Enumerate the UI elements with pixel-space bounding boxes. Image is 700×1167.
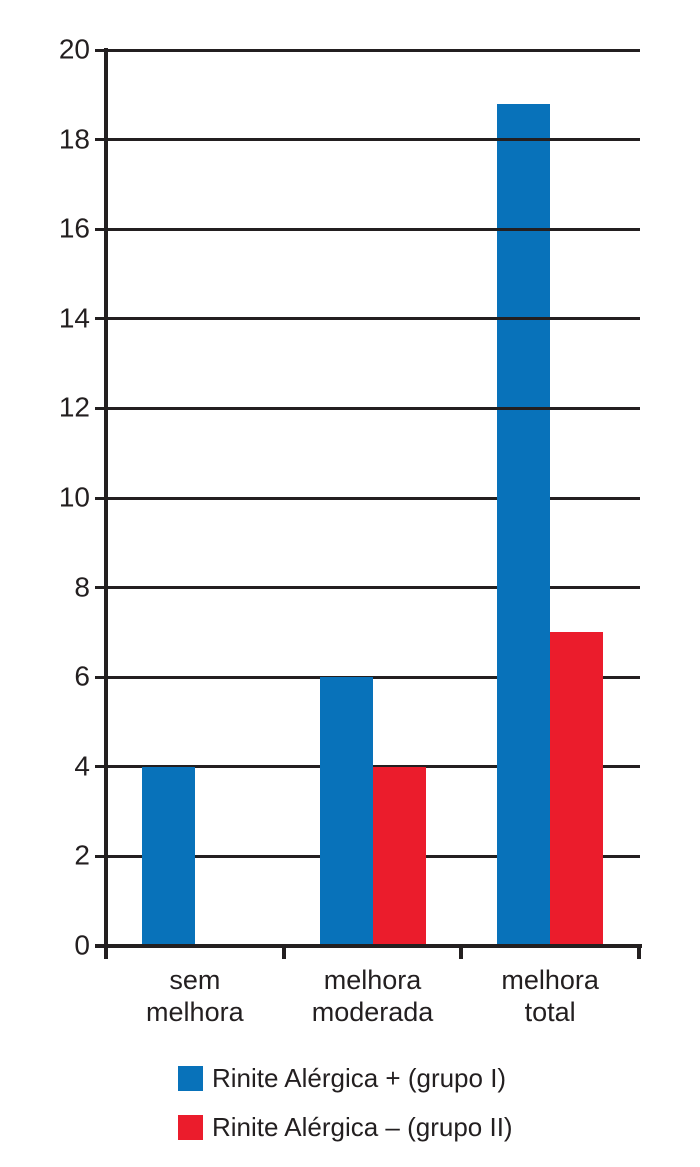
legend-swatch-red	[178, 1115, 203, 1140]
gridline-20	[95, 48, 640, 52]
legend-item-group1: Rinite Alérgica + (grupo I)	[178, 1063, 513, 1093]
gridline-12	[95, 406, 640, 410]
x-axis-tick-0	[104, 946, 108, 959]
gridline-10	[95, 496, 640, 500]
x-axis-line	[95, 944, 642, 948]
gridline-18	[95, 138, 640, 142]
x-axis-label-1: sem melhora	[146, 965, 244, 1027]
y-axis-label-12: 12	[58, 391, 90, 423]
y-axis-label-18: 18	[58, 122, 90, 154]
legend-swatch-blue	[178, 1066, 203, 1091]
legend-item-group2: Rinite Alérgica – (grupo II)	[178, 1112, 513, 1142]
bar-melhora-moderada-serie-2	[372, 766, 426, 945]
y-axis-label-16: 16	[58, 212, 90, 244]
y-axis-label-0: 0	[74, 929, 90, 961]
x-axis-tick-1	[281, 946, 286, 959]
y-axis-label-2: 2	[74, 839, 90, 871]
y-axis-label-10: 10	[58, 481, 90, 513]
x-axis-tick-2	[459, 946, 464, 959]
legend-label-group1: Rinite Alérgica + (grupo I)	[212, 1063, 507, 1093]
y-axis-label-8: 8	[74, 570, 90, 602]
x-axis-label-2: melhora moderada	[311, 965, 434, 1027]
gridline-8	[95, 586, 640, 590]
x-axis-tick-3	[637, 946, 641, 959]
bar-melhora-total-serie-2	[550, 632, 604, 945]
y-axis-line	[104, 48, 108, 948]
gridline-16	[95, 227, 640, 231]
y-axis-label-20: 20	[58, 33, 90, 65]
legend: Rinite Alérgica + (grupo I) Rinite Alérg…	[178, 1063, 513, 1164]
y-axis-label-6: 6	[74, 660, 90, 692]
bar-sem-melhora-serie-1	[141, 766, 195, 945]
gridline-14	[95, 317, 640, 321]
bar-melhora-moderada-serie-1	[319, 677, 373, 945]
y-axis-label-14: 14	[58, 302, 90, 334]
bar-melhora-total-serie-1	[497, 103, 551, 945]
legend-label-group2: Rinite Alérgica – (grupo II)	[212, 1112, 513, 1142]
y-axis-label-4: 4	[74, 750, 90, 782]
x-axis-label-3: melhora total	[501, 965, 599, 1027]
